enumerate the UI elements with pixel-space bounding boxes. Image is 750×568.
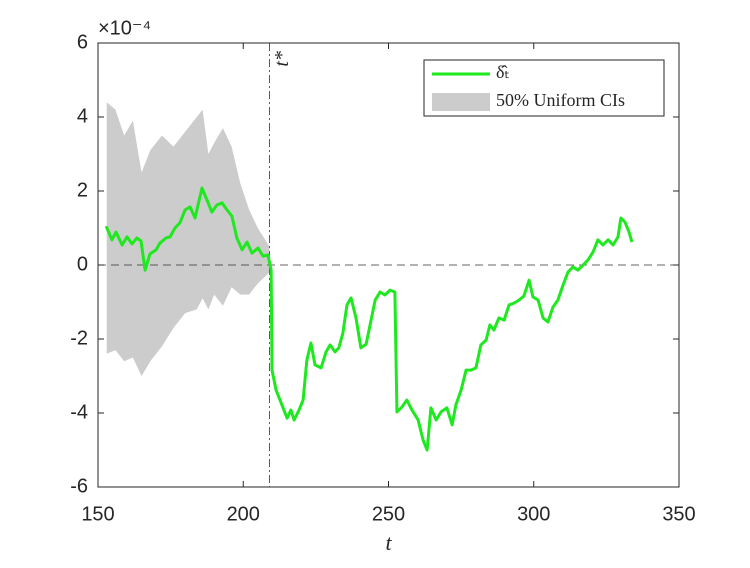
y-tick-label: -4 bbox=[70, 401, 88, 423]
x-tick-label: 150 bbox=[81, 503, 114, 525]
legend-swatch bbox=[432, 93, 490, 111]
x-axis-label: t bbox=[385, 530, 392, 555]
ci-band bbox=[106, 102, 270, 376]
data-line bbox=[104, 186, 634, 452]
y-tick-label: 2 bbox=[77, 179, 88, 201]
y-tick-label: 4 bbox=[77, 105, 88, 127]
x-tick-label: 200 bbox=[227, 503, 260, 525]
legend-label: 50% Uniform CIs bbox=[496, 90, 625, 110]
y-tick-label: 6 bbox=[77, 31, 88, 53]
y-tick-label: 0 bbox=[77, 253, 88, 275]
event-label: t* bbox=[271, 51, 293, 67]
x-tick-label: 350 bbox=[662, 503, 695, 525]
x-tick-label: 250 bbox=[372, 503, 405, 525]
y-tick-label: -2 bbox=[70, 327, 88, 349]
x-tick-label: 300 bbox=[517, 503, 550, 525]
y-tick-label: -6 bbox=[70, 475, 88, 497]
legend-label: δ̂ₜ bbox=[496, 62, 510, 82]
y-multiplier: ×10⁻⁴ bbox=[98, 17, 151, 39]
